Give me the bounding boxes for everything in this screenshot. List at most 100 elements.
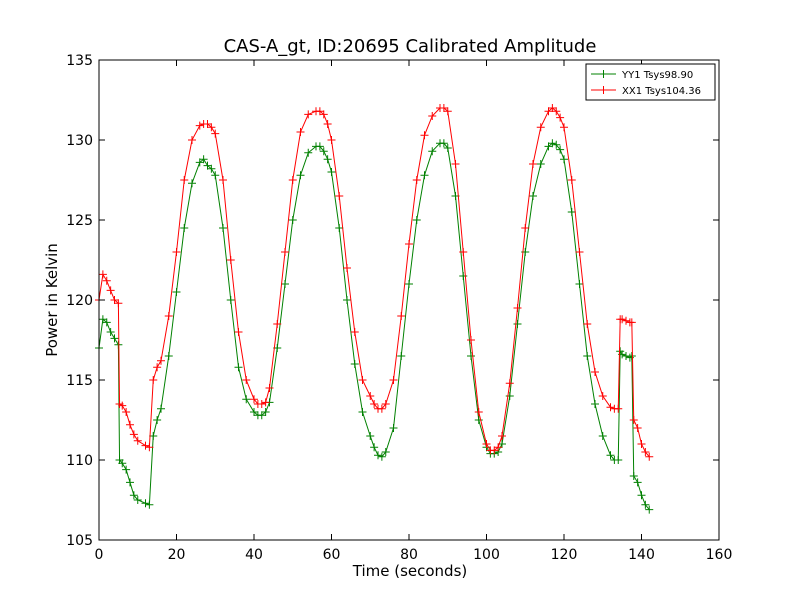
data-point [552,107,561,116]
series-yy1 [95,139,654,514]
data-point [319,110,328,119]
data-point [641,500,650,509]
data-point [513,304,522,312]
data-point [129,430,138,439]
data-point [529,160,537,168]
data-point [153,416,162,424]
data-point [633,424,642,432]
legend-label-xx1: XX1 Tsys104.36 [622,86,701,97]
data-point [304,110,313,119]
data-point [556,113,565,122]
data-point [513,320,522,328]
data-point [459,248,468,256]
data-point [273,320,282,328]
data-point [358,376,367,384]
data-point [288,216,297,224]
series-xx1 [95,104,654,461]
data-point [350,360,359,368]
data-point [343,296,351,304]
data-point [234,328,243,336]
data-point [141,441,150,450]
data-point [102,276,111,285]
data-point [106,328,115,336]
data-point [397,352,406,360]
data-point [377,452,386,461]
data-point [428,147,437,156]
data-point [645,452,654,461]
data-point [315,107,324,116]
y-tick-label: 135 [66,53,93,69]
data-point [126,478,134,487]
data-point [459,272,468,280]
y-tick-label: 105 [66,533,93,549]
data-point [250,408,258,416]
data-point [133,496,142,504]
data-point [591,368,599,376]
data-point [370,400,379,408]
data-point [118,459,127,468]
data-point [157,356,165,365]
data-point [606,451,615,460]
data-point [327,168,336,176]
legend-label-yy1: YY1 Tsys98.90 [621,70,693,81]
data-point [129,491,138,500]
data-point [335,224,344,232]
data-point [257,400,266,408]
data-point [637,491,646,500]
data-point [366,432,375,440]
data-point [296,128,305,136]
data-point [494,443,503,452]
data-point [164,312,173,320]
data-point [180,224,189,232]
data-point [172,288,181,296]
data-point [598,432,607,440]
data-point [420,171,429,180]
data-point [556,145,565,154]
data-point [122,465,131,474]
data-point [207,123,216,132]
data-point [195,121,204,130]
x-tick-label: 40 [245,547,263,563]
data-point [618,315,627,324]
data-point [544,107,553,116]
data-point [389,424,398,432]
data-point [505,379,514,388]
data-point [319,147,328,156]
x-axis-label: Time (seconds) [352,562,468,580]
y-axis-label: Power in Kelvin [43,243,61,357]
data-point [281,280,289,288]
data-point [544,142,553,151]
data-point [145,500,154,509]
data-point [157,404,165,413]
data-point [188,136,196,144]
data-point [567,208,576,216]
data-point [536,123,545,132]
data-point [633,478,642,487]
data-point [412,216,421,224]
data-point [560,155,568,164]
data-point [405,280,413,288]
data-point [141,499,150,508]
x-tick-label: 80 [400,547,418,563]
data-point [122,408,131,416]
data-point [548,139,557,148]
data-point [110,334,119,343]
data-point [226,296,235,304]
data-point [366,392,375,400]
data-point [234,363,243,372]
data-point [203,120,212,128]
data-point [106,286,115,295]
data-point [598,392,607,400]
data-point [381,400,390,408]
data-point [188,179,196,188]
data-point [629,416,638,424]
data-point [428,112,437,120]
data-point [627,352,636,360]
data-point [467,352,475,360]
data-point [389,376,398,384]
data-point [110,296,119,304]
data-point [629,472,638,480]
plot-frame [98,59,720,541]
data-point [560,123,568,132]
x-tick-label: 20 [168,547,186,563]
